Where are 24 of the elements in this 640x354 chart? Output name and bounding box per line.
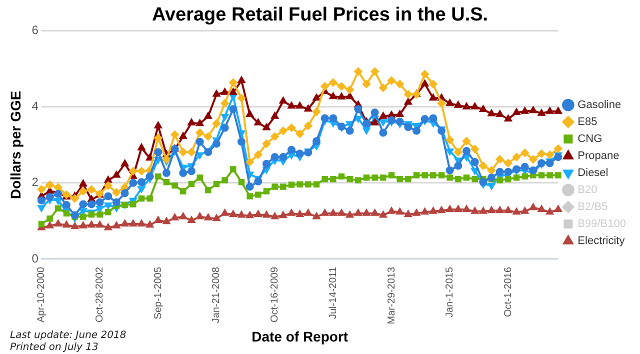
x-axis-title: Date of Report bbox=[252, 328, 348, 344]
x-tick-label: Jan-21-2008 bbox=[211, 266, 222, 324]
x-tick-label: Jul-14-2011 bbox=[328, 266, 339, 320]
legend-label: CNG bbox=[578, 133, 602, 146]
legend-label: E85 bbox=[578, 116, 598, 128]
x-tick-label: Jan-1-2015 bbox=[444, 266, 456, 318]
y-tick-label: 6 bbox=[32, 23, 39, 38]
chart-title: Average Retail Fuel Prices in the U.S. bbox=[152, 4, 488, 26]
legend-label: Electricity bbox=[578, 235, 626, 248]
x-tick-label: Oct-28-2002 bbox=[94, 266, 106, 323]
legend-label: Diesel bbox=[578, 167, 608, 180]
x-tick-label: Mar-29-2013 bbox=[386, 266, 398, 324]
y-axis-title: Dollars per GGE bbox=[7, 90, 24, 199]
text: Last update: June 2018 bbox=[10, 330, 126, 342]
y-tick-label: 4 bbox=[32, 99, 39, 114]
x-tick-label: Oct-16-2009 bbox=[270, 266, 281, 323]
x-tick-label: Apr-10-2000 bbox=[36, 266, 48, 323]
y-tick-label: 0 bbox=[32, 251, 39, 266]
legend-label: Propane bbox=[578, 150, 620, 162]
x-tick-label: Sep-1-2005 bbox=[152, 266, 164, 320]
y-tick-label: 2 bbox=[32, 175, 39, 190]
legend-label: Gasoline bbox=[578, 99, 622, 112]
text: Printed on July 13 bbox=[10, 342, 100, 354]
x-tick-label: Oct-1-2016 bbox=[502, 266, 514, 317]
